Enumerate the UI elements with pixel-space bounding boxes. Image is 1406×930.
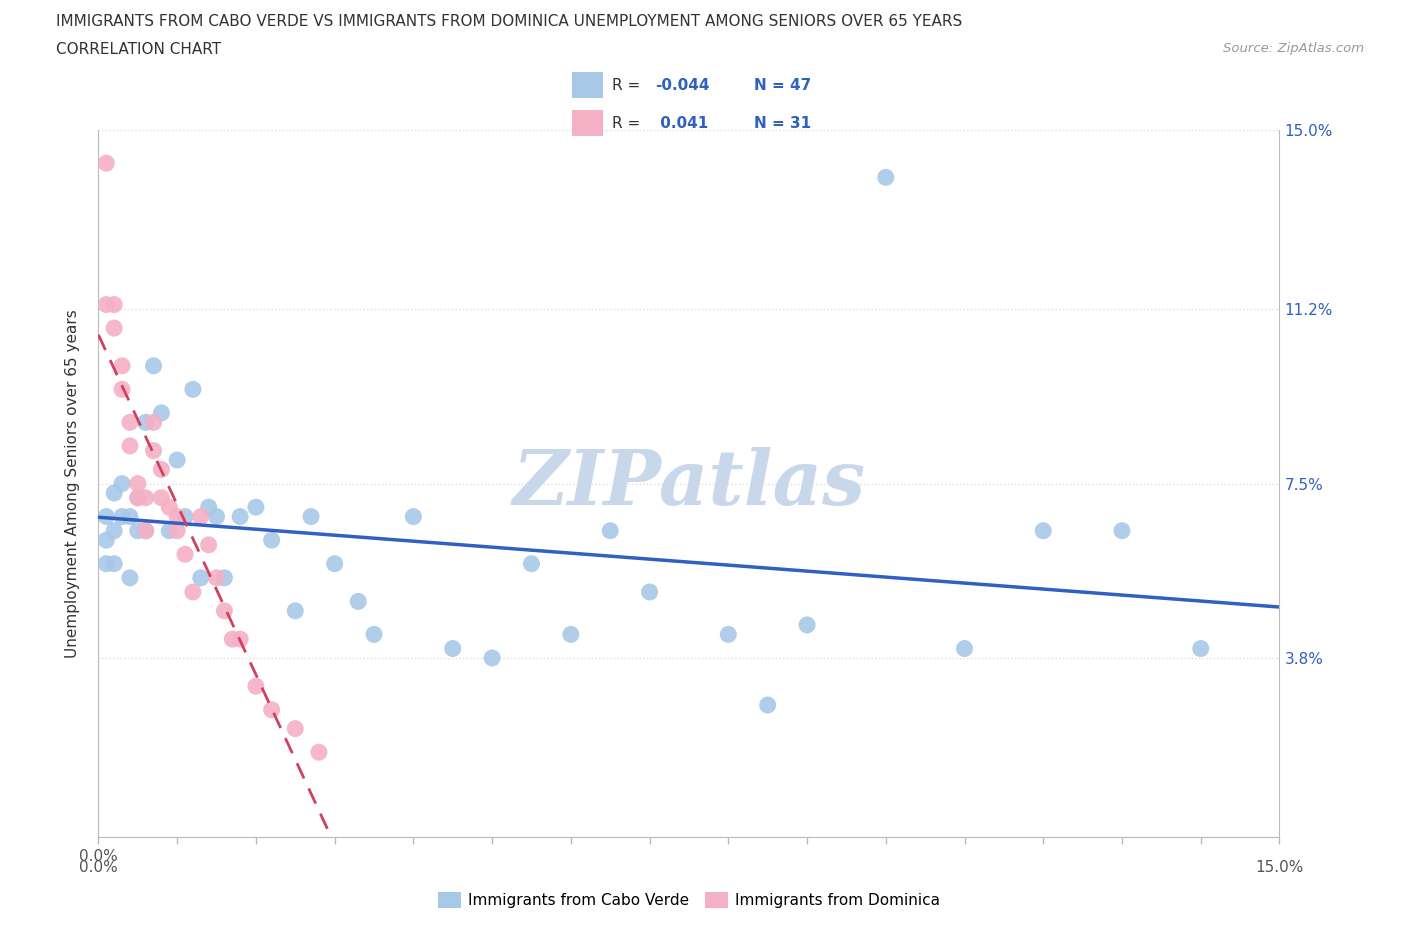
Point: [135, 524, 157, 538]
Point: [197, 538, 219, 552]
Point: [875, 170, 897, 185]
Text: 15.0%: 15.0%: [1256, 860, 1303, 875]
Point: [111, 509, 134, 524]
Point: [142, 444, 165, 458]
Point: [1032, 524, 1054, 538]
Point: [363, 627, 385, 642]
Point: [1189, 641, 1212, 656]
Point: [260, 533, 283, 548]
Text: Source: ZipAtlas.com: Source: ZipAtlas.com: [1223, 42, 1364, 55]
Point: [520, 556, 543, 571]
Point: [157, 524, 180, 538]
Point: [103, 485, 125, 500]
Point: [214, 570, 236, 585]
Point: [96, 556, 118, 571]
Text: 0.0%: 0.0%: [79, 860, 118, 875]
Text: R =: R =: [612, 115, 645, 131]
Point: [441, 641, 464, 656]
Point: [111, 358, 134, 373]
Point: [1111, 524, 1133, 538]
Point: [111, 476, 134, 491]
Point: [111, 382, 134, 397]
Point: [142, 415, 165, 430]
Point: [157, 499, 180, 514]
Point: [308, 745, 330, 760]
Point: [190, 509, 212, 524]
Point: [135, 490, 157, 505]
Point: [245, 679, 267, 694]
Point: [299, 509, 322, 524]
Point: [118, 438, 141, 453]
Bar: [572, 110, 603, 137]
Point: [260, 702, 283, 717]
Point: [229, 631, 252, 646]
Point: [166, 509, 188, 524]
Point: [118, 570, 141, 585]
Point: [181, 382, 204, 397]
Point: [481, 650, 503, 665]
Point: [229, 509, 252, 524]
Point: [197, 499, 219, 514]
Point: [127, 524, 149, 538]
Point: [118, 509, 141, 524]
Point: [150, 490, 173, 505]
Point: [214, 604, 236, 618]
Point: [953, 641, 976, 656]
Point: [142, 358, 165, 373]
Point: [166, 453, 188, 468]
Point: [599, 524, 621, 538]
Point: [284, 721, 307, 736]
Point: [174, 509, 197, 524]
Point: [284, 604, 307, 618]
Point: [103, 556, 125, 571]
Point: [127, 476, 149, 491]
Point: [135, 524, 157, 538]
Point: [347, 594, 370, 609]
Text: N = 47: N = 47: [754, 78, 811, 93]
Point: [96, 509, 118, 524]
Point: [150, 405, 173, 420]
Point: [96, 155, 118, 170]
Point: [166, 524, 188, 538]
Legend: Immigrants from Cabo Verde, Immigrants from Dominica: Immigrants from Cabo Verde, Immigrants f…: [432, 886, 946, 914]
Text: R =: R =: [612, 78, 645, 93]
Point: [323, 556, 346, 571]
Bar: [572, 73, 603, 99]
Point: [190, 570, 212, 585]
Point: [181, 585, 204, 600]
Text: ZIPatlas: ZIPatlas: [512, 446, 866, 521]
Point: [174, 547, 197, 562]
Point: [756, 698, 779, 712]
Point: [96, 297, 118, 312]
Text: IMMIGRANTS FROM CABO VERDE VS IMMIGRANTS FROM DOMINICA UNEMPLOYMENT AMONG SENIOR: IMMIGRANTS FROM CABO VERDE VS IMMIGRANTS…: [56, 14, 963, 29]
Point: [127, 490, 149, 505]
Point: [717, 627, 740, 642]
Point: [96, 533, 118, 548]
Point: [221, 631, 243, 646]
Point: [150, 462, 173, 477]
Point: [103, 524, 125, 538]
Point: [638, 585, 661, 600]
Point: [796, 618, 818, 632]
Text: 0.041: 0.041: [655, 115, 709, 131]
Point: [118, 415, 141, 430]
Point: [245, 499, 267, 514]
Point: [135, 415, 157, 430]
Point: [402, 509, 425, 524]
Text: -0.044: -0.044: [655, 78, 710, 93]
Point: [205, 570, 228, 585]
Point: [103, 321, 125, 336]
Text: CORRELATION CHART: CORRELATION CHART: [56, 42, 221, 57]
Point: [127, 490, 149, 505]
Point: [103, 297, 125, 312]
Point: [205, 509, 228, 524]
Point: [560, 627, 582, 642]
Y-axis label: Unemployment Among Seniors over 65 years: Unemployment Among Seniors over 65 years: [65, 310, 80, 658]
Text: N = 31: N = 31: [754, 115, 811, 131]
